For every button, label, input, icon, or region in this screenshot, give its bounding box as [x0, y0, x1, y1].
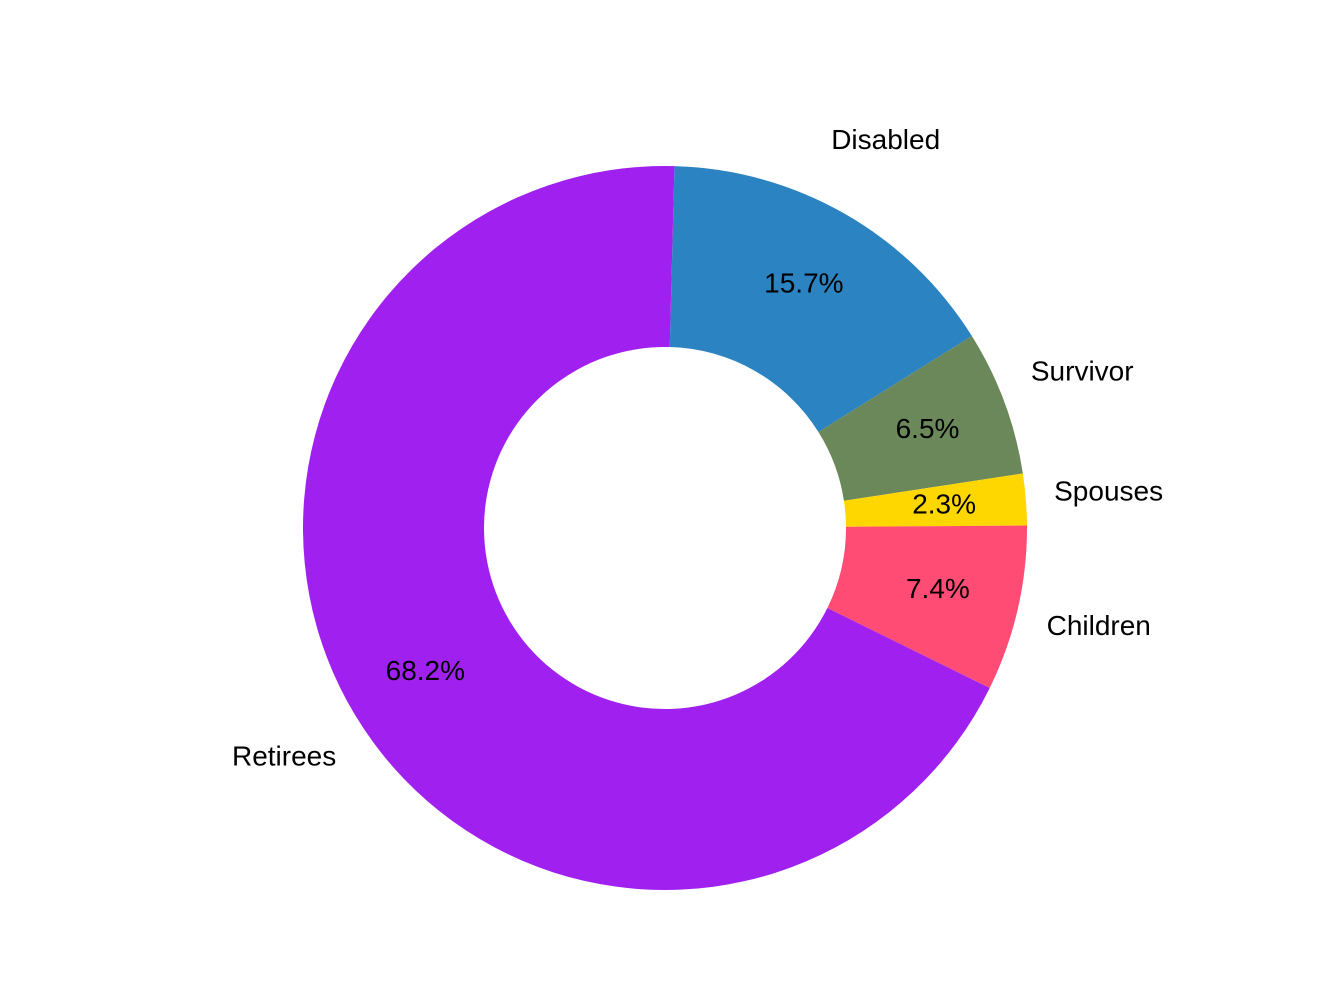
- slice-spouses: [843, 473, 1027, 527]
- category-label-survivor: Survivor: [1031, 356, 1134, 387]
- category-label-spouses: Spouses: [1054, 475, 1163, 506]
- slice-survivor: [818, 335, 1023, 501]
- category-label-children: Children: [1047, 610, 1151, 641]
- slice-retirees: [303, 165, 990, 891]
- slice-disabled: [669, 166, 972, 432]
- percent-label-survivor: 6.5%: [896, 413, 960, 444]
- percent-label-children: 7.4%: [906, 573, 970, 604]
- percent-label-disabled: 15.7%: [764, 267, 843, 298]
- slice-children: [827, 525, 1027, 688]
- percent-label-retirees: 68.2%: [386, 655, 465, 686]
- percent-labels-layer: 15.7% 6.5% 2.3% 7.4% 68.2%: [386, 267, 976, 686]
- slices-layer: [303, 165, 1027, 891]
- category-label-disabled: Disabled: [831, 124, 940, 155]
- category-labels-layer: Disabled Survivor Spouses Children Retirees: [232, 124, 1163, 772]
- percent-label-spouses: 2.3%: [912, 488, 976, 519]
- category-label-retirees: Retirees: [232, 740, 336, 771]
